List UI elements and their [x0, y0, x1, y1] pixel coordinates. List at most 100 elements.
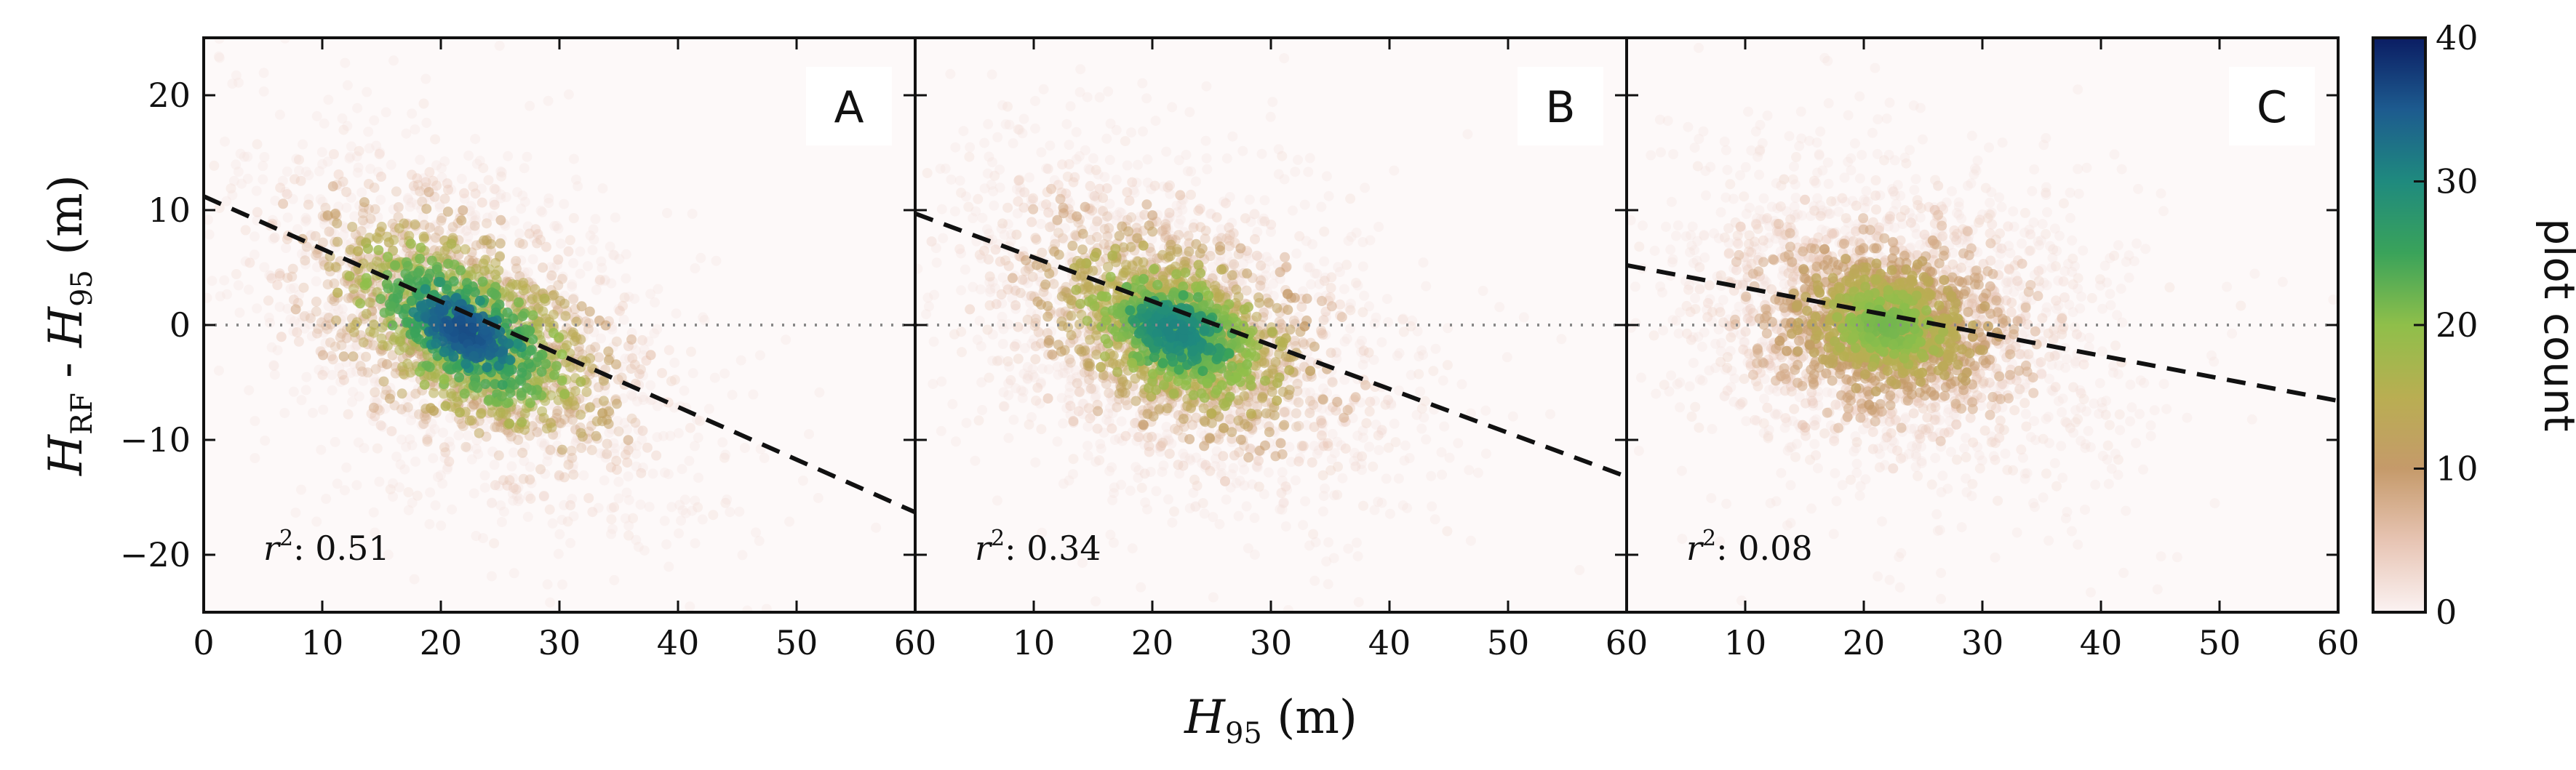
panel-a-letter: A: [834, 82, 864, 133]
density-point: [287, 263, 298, 274]
density-point: [597, 183, 608, 194]
density-point: [448, 276, 459, 286]
density-point: [559, 198, 570, 209]
density-point: [1249, 549, 1260, 560]
density-point: [1224, 241, 1235, 252]
density-point: [482, 212, 493, 223]
density-point: [536, 437, 547, 448]
density-point: [434, 225, 444, 236]
density-point: [936, 376, 947, 387]
density-point: [690, 441, 700, 452]
density-point: [403, 194, 414, 205]
density-point: [1014, 124, 1025, 135]
density-point: [460, 358, 471, 369]
density-point: [1114, 433, 1125, 444]
density-point: [394, 345, 405, 356]
density-point: [268, 360, 279, 371]
density-point: [517, 191, 528, 201]
density-point: [663, 469, 674, 480]
density-point: [444, 436, 455, 447]
density-point: [1160, 436, 1171, 446]
density-point: [551, 361, 562, 372]
density-point: [613, 493, 624, 504]
density-point: [369, 183, 380, 193]
density-point: [595, 448, 606, 459]
density-point: [1026, 194, 1037, 204]
density-point: [1245, 217, 1256, 228]
density-point: [414, 409, 424, 420]
density-point: [684, 455, 695, 466]
density-point: [1306, 357, 1317, 367]
density-point: [1219, 196, 1229, 207]
density-point: [1318, 315, 1329, 326]
density-point: [547, 518, 558, 529]
density-point: [433, 276, 444, 287]
density-point: [1267, 97, 1278, 108]
density-point: [268, 233, 279, 244]
density-point: [1280, 481, 1291, 492]
density-point: [313, 324, 324, 334]
density-point: [1041, 199, 1051, 210]
density-point: [1072, 372, 1082, 382]
density-point: [928, 336, 939, 347]
density-point: [975, 284, 986, 294]
density-point: [1066, 374, 1077, 385]
density-point: [685, 601, 695, 612]
density-point: [996, 223, 1007, 234]
density-point: [1364, 406, 1375, 417]
density-point: [1305, 387, 1315, 398]
density-point: [1402, 502, 1413, 513]
density-point: [1309, 422, 1320, 433]
density-point: [1478, 286, 1488, 296]
density-point: [1419, 412, 1429, 423]
density-point: [495, 500, 506, 511]
density-point: [545, 444, 556, 455]
density-point: [1216, 460, 1227, 471]
density-point: [356, 225, 367, 236]
density-point: [508, 482, 519, 493]
density-point: [1026, 217, 1037, 228]
density-point: [1327, 377, 1338, 388]
density-point: [456, 215, 467, 226]
density-point: [425, 428, 436, 438]
density-point: [259, 262, 270, 273]
density-point: [388, 334, 399, 345]
density-point: [269, 232, 280, 243]
density-point: [1181, 150, 1192, 160]
density-point: [342, 80, 353, 91]
density-point: [488, 342, 499, 353]
density-point: [337, 369, 348, 380]
density-point: [378, 376, 389, 387]
density-point: [1214, 518, 1225, 529]
density-point: [396, 434, 407, 445]
density-point: [1002, 356, 1013, 366]
density-point: [543, 449, 554, 460]
density-point: [926, 236, 937, 247]
density-point: [693, 502, 703, 513]
density-point: [519, 441, 530, 452]
density-point: [1146, 184, 1157, 195]
density-point: [1292, 385, 1303, 396]
density-point: [1133, 432, 1144, 442]
density-point: [1093, 169, 1104, 180]
density-point: [402, 193, 413, 204]
density-point: [419, 380, 430, 390]
density-point: [301, 214, 312, 225]
density-point: [661, 539, 672, 550]
density-point: [1303, 167, 1314, 177]
density-point: [1042, 164, 1053, 175]
density-point: [1413, 369, 1424, 380]
density-point: [673, 428, 684, 438]
density-point: [303, 193, 314, 204]
density-point: [1249, 209, 1260, 220]
density-point: [1000, 119, 1011, 129]
density-point: [466, 315, 477, 326]
density-point: [1182, 166, 1193, 177]
density-point: [1104, 222, 1114, 233]
density-point: [372, 233, 383, 244]
density-point: [287, 271, 298, 282]
density-point: [1320, 483, 1330, 494]
density-point: [1066, 337, 1077, 348]
density-point: [1032, 382, 1043, 393]
density-point: [567, 281, 578, 292]
